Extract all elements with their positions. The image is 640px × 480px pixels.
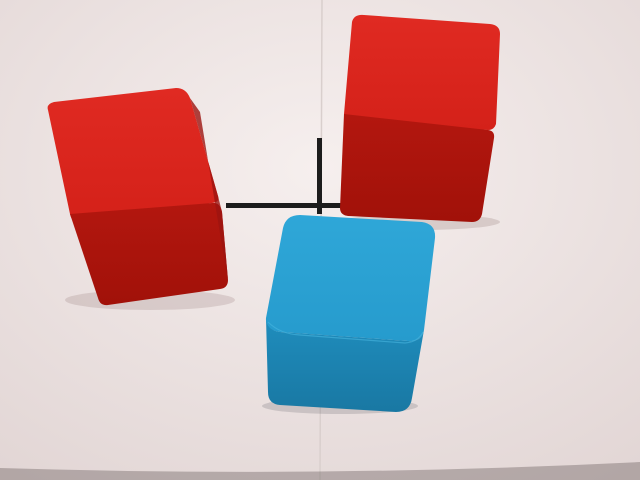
bottom-edge-shadow <box>0 462 640 480</box>
black-cross-marker <box>226 138 344 214</box>
red-cube-right <box>340 14 500 230</box>
blue-cube-front <box>262 215 436 414</box>
red-cube-left <box>47 88 235 310</box>
